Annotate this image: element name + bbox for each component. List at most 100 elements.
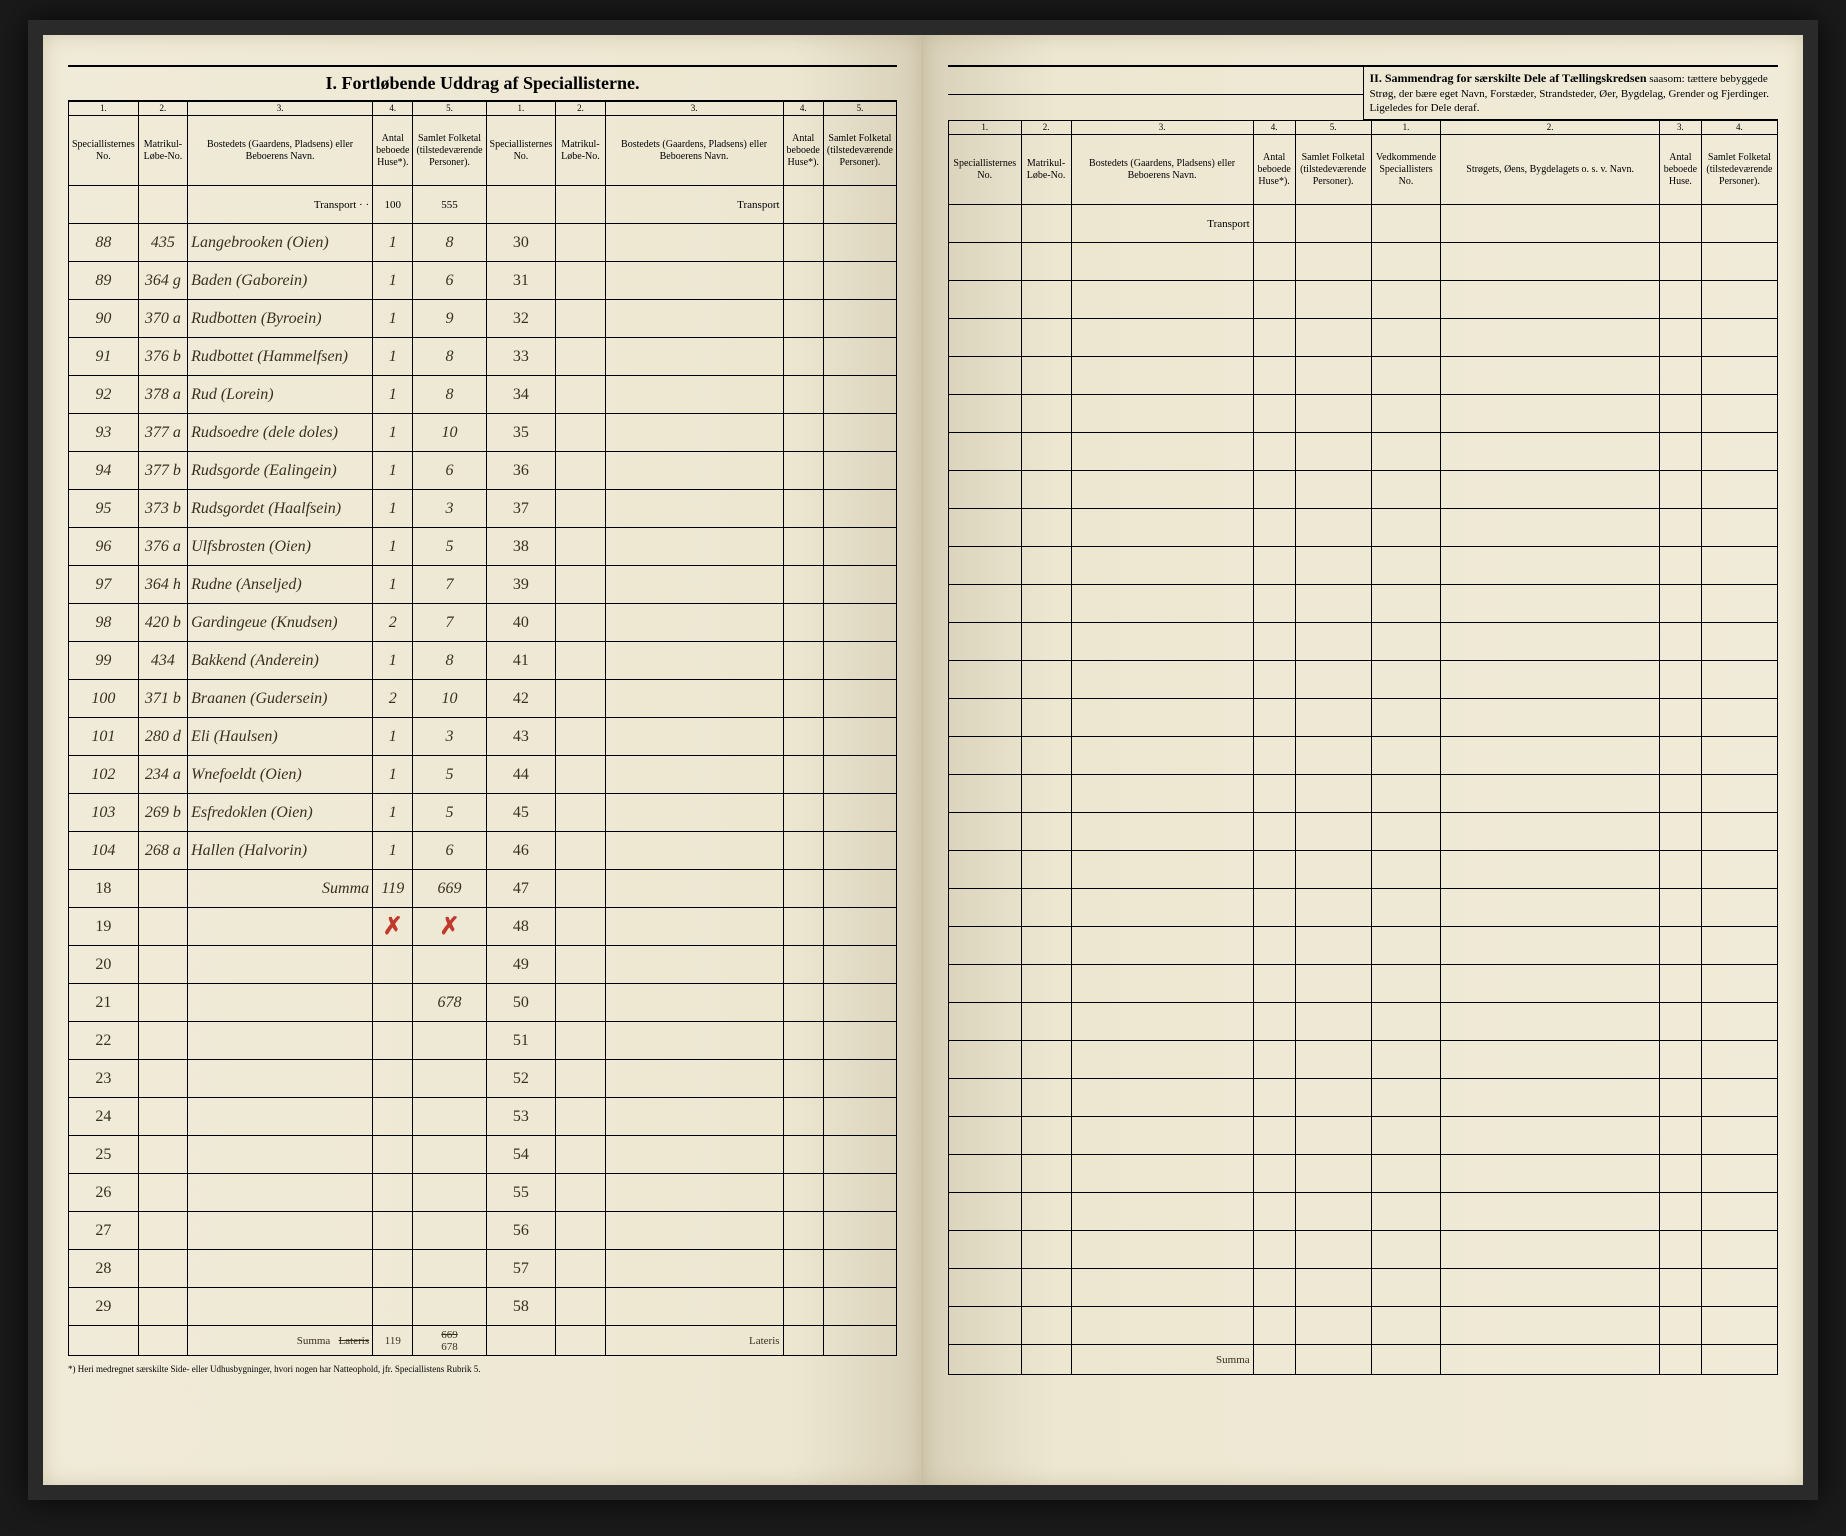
huse-cell [373, 1174, 413, 1212]
row-number: 35 [486, 414, 556, 452]
spec-no: 103 [69, 794, 139, 832]
bosted-name: Gardingeue (Knudsen) [188, 604, 373, 642]
table-row [949, 1269, 1778, 1307]
folketal: 8 [413, 338, 486, 376]
table-row [949, 661, 1778, 699]
main-title: I. Fortløbende Uddrag af Speciallisterne… [326, 73, 640, 93]
table-row [949, 1003, 1778, 1041]
bosted-name: Braanen (Gudersein) [188, 680, 373, 718]
huse-count: 1 [373, 490, 413, 528]
table-row: 88 435 Langebrooken (Oien) 1 8 30 [69, 224, 897, 262]
matrikul-no: 364 g [138, 262, 187, 300]
table-row: 19 ✗ ✗ 48 [69, 908, 897, 946]
folketal: 3 [413, 490, 486, 528]
table-row: 24 53 [69, 1098, 897, 1136]
folk-cell [413, 946, 486, 984]
col-num: 4. [373, 102, 413, 116]
huse-count: 2 [373, 680, 413, 718]
spec-no: 90 [69, 300, 139, 338]
table-row [949, 243, 1778, 281]
folketal: 3 [413, 718, 486, 756]
folk-cell: 669 [413, 870, 486, 908]
matrikul-no: 420 b [138, 604, 187, 642]
table-row [949, 547, 1778, 585]
col-num: 1. [486, 102, 556, 116]
row-number: 41 [486, 642, 556, 680]
matrikul-no: 371 b [138, 680, 187, 718]
transport-label: Transport [605, 186, 783, 224]
summa-lateris: Summa Lateris [188, 1326, 373, 1356]
row-number: 21 [69, 984, 139, 1022]
row-number: 29 [69, 1288, 139, 1326]
header-specno: Speciallisternes No. [486, 116, 556, 186]
table-row: 101 280 d Eli (Haulsen) 1 3 43 [69, 718, 897, 756]
col-num: 1. [69, 102, 139, 116]
header-bosted: Bostedets (Gaardens, Pladsens) eller Beb… [188, 116, 373, 186]
folketal: 7 [413, 566, 486, 604]
folk-cell [413, 1098, 486, 1136]
summa-label [188, 1136, 373, 1174]
table-row [949, 1155, 1778, 1193]
header-matrikul: Matrikul-Løbe-No. [138, 116, 187, 186]
summa-label [188, 1288, 373, 1326]
huse-count: 1 [373, 376, 413, 414]
right-ledger-table: 1. 2. 3. 4. 5. 1. 2. 3. 4. Speciallister… [948, 120, 1778, 1375]
header-s2-specno: Vedkommende Speciallisters No. [1371, 135, 1441, 205]
huse-count: 1 [373, 262, 413, 300]
header-huse: Antal beboede Huse*). [783, 116, 823, 186]
table-row [949, 471, 1778, 509]
huse-cell [373, 1060, 413, 1098]
table-row: 18 Summa 119 669 47 [69, 870, 897, 908]
folketal: 9 [413, 300, 486, 338]
huse-count: 1 [373, 794, 413, 832]
folketal: 6 [413, 832, 486, 870]
header-bosted: Bostedets (Gaardens, Pladsens) eller Beb… [1071, 135, 1253, 205]
huse-cell [373, 946, 413, 984]
table-row: 97 364 h Rudne (Anseljed) 1 7 39 [69, 566, 897, 604]
table-row: 96 376 a Ulfsbrosten (Oien) 1 5 38 [69, 528, 897, 566]
table-row [949, 395, 1778, 433]
matrikul-no: 377 b [138, 452, 187, 490]
row-number: 18 [69, 870, 139, 908]
header-folketal: Samlet Folketal (tilstedeværende Persone… [413, 116, 486, 186]
table-row [949, 775, 1778, 813]
table-row [949, 357, 1778, 395]
folketal: 5 [413, 794, 486, 832]
col-num: 3. [1071, 121, 1253, 135]
table-row: 94 377 b Rudsgorde (Ealingein) 1 6 36 [69, 452, 897, 490]
table-row [949, 585, 1778, 623]
table-row [949, 699, 1778, 737]
spec-no: 95 [69, 490, 139, 528]
row-number: 48 [486, 908, 556, 946]
lateris-row: Summa Lateris 119 669678 Lateris [69, 1326, 897, 1356]
row-number: 40 [486, 604, 556, 642]
table-row: 20 49 [69, 946, 897, 984]
row-number: 54 [486, 1136, 556, 1174]
summa-label: Summa [188, 870, 373, 908]
row-number: 38 [486, 528, 556, 566]
bosted-name: Rudsgordet (Haalfsein) [188, 490, 373, 528]
table-row [949, 813, 1778, 851]
left-page: I. Fortløbende Uddrag af Speciallisterne… [43, 35, 923, 1485]
table-row: 104 268 a Hallen (Halvorin) 1 6 46 [69, 832, 897, 870]
huse-count: 1 [373, 452, 413, 490]
header-s2-huse: Antal beboede Huse. [1659, 135, 1701, 205]
folketal: 5 [413, 756, 486, 794]
header-s2-folk: Samlet Folketal (tilstedeværende Persone… [1701, 135, 1777, 205]
header-folketal: Samlet Folketal (tilstedeværende Persone… [1295, 135, 1371, 205]
col-num: 3. [1659, 121, 1701, 135]
transport-row: Transport [949, 205, 1778, 243]
huse-cell [373, 1022, 413, 1060]
lateris-huse: 119 [373, 1326, 413, 1356]
table-row: 91 376 b Rudbottet (Hammelfsen) 1 8 33 [69, 338, 897, 376]
huse-count: 1 [373, 224, 413, 262]
col-num: 2. [556, 102, 605, 116]
row-number: 52 [486, 1060, 556, 1098]
table-row: 98 420 b Gardingeue (Knudsen) 2 7 40 [69, 604, 897, 642]
col-num: 5. [823, 102, 896, 116]
huse-count: 1 [373, 528, 413, 566]
row-number: 53 [486, 1098, 556, 1136]
summa-row: Summa [949, 1345, 1778, 1375]
spec-no: 94 [69, 452, 139, 490]
matrikul-no: 234 a [138, 756, 187, 794]
